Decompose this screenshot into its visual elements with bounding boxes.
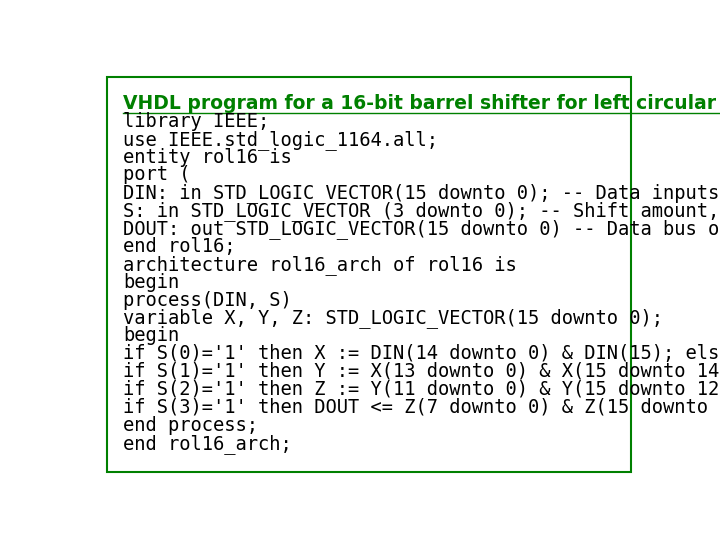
- Text: end process;: end process;: [124, 416, 258, 435]
- Text: DOUT: out STD_LOGIC_VECTOR(15 downto 0) -- Data bus output);: DOUT: out STD_LOGIC_VECTOR(15 downto 0) …: [124, 219, 720, 239]
- Text: variable X, Y, Z: STD_LOGIC_VECTOR(15 downto 0);: variable X, Y, Z: STD_LOGIC_VECTOR(15 do…: [124, 308, 664, 328]
- Text: use IEEE.std_logic_1164.all;: use IEEE.std_logic_1164.all;: [124, 130, 438, 150]
- Text: begin: begin: [124, 326, 180, 346]
- Text: process(DIN, S): process(DIN, S): [124, 291, 292, 309]
- Text: S: in STD_LOGIC_VECTOR (3 downto 0); -- Shift amount, 0-15: S: in STD_LOGIC_VECTOR (3 downto 0); -- …: [124, 201, 720, 221]
- Text: library IEEE;: library IEEE;: [124, 112, 270, 131]
- Text: DIN: in STD_LOGIC_VECTOR(15 downto 0); -- Data inputs: DIN: in STD_LOGIC_VECTOR(15 downto 0); -…: [124, 183, 720, 203]
- Text: if S(1)='1' then Y := X(13 downto 0) & X(15 downto 14); else Y := X; end if;: if S(1)='1' then Y := X(13 downto 0) & X…: [124, 362, 720, 381]
- Text: end rol16_arch;: end rol16_arch;: [124, 434, 292, 454]
- Text: end rol16;: end rol16;: [124, 237, 236, 256]
- Text: begin: begin: [124, 273, 180, 292]
- Text: VHDL program for a 16-bit barrel shifter for left circular shifts only:: VHDL program for a 16-bit barrel shifter…: [124, 94, 720, 113]
- Text: architecture rol16_arch of rol16 is: architecture rol16_arch of rol16 is: [124, 255, 517, 275]
- FancyBboxPatch shape: [107, 77, 631, 472]
- Text: entity rol16 is: entity rol16 is: [124, 147, 292, 166]
- Text: if S(0)='1' then X := DIN(14 downto 0) & DIN(15); else X := DIN; end if;: if S(0)='1' then X := DIN(14 downto 0) &…: [124, 344, 720, 363]
- Text: if S(3)='1' then DOUT <= Z(7 downto 0) & Z(15 downto 8); else DOUT <= Z; end if;: if S(3)='1' then DOUT <= Z(7 downto 0) &…: [124, 398, 720, 417]
- Text: if S(2)='1' then Z := Y(11 downto 0) & Y(15 downto 12); else Z := Y; end if;: if S(2)='1' then Z := Y(11 downto 0) & Y…: [124, 380, 720, 399]
- Text: port (: port (: [124, 165, 191, 185]
